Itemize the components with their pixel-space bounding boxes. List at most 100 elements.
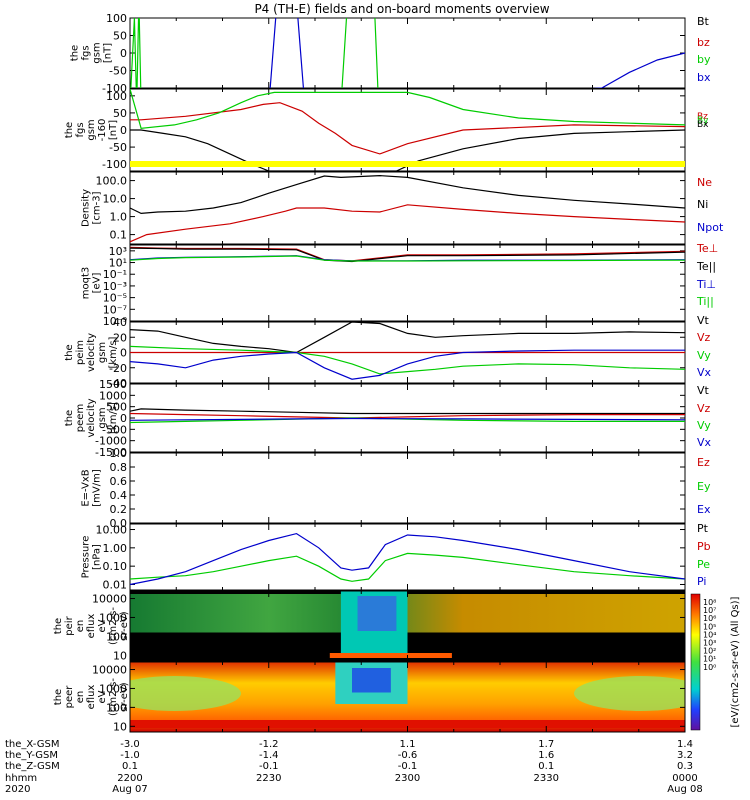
footer-row-label: the_Y-GSM xyxy=(5,750,58,761)
y-axis-label: the fgs gsm [nT] xyxy=(70,42,114,63)
y-label-line: [km/s] xyxy=(108,402,119,434)
figure-title: P4 (TH-E) fields and on-board moments ov… xyxy=(254,2,549,16)
y-tick-label: 0 xyxy=(120,347,127,360)
legend-bx: bx xyxy=(697,71,711,84)
colorbar-tick-label: 10³ xyxy=(703,639,716,648)
footer-value: -1.2 xyxy=(259,739,279,750)
legend-Vt: Vt xyxy=(697,314,710,327)
y-axis-label: Pressure [nPa] xyxy=(81,536,103,579)
y-label-line: [nT] xyxy=(103,43,114,63)
y-tick-label: 10⁻⁹ xyxy=(103,315,127,328)
series-line-Vt xyxy=(130,322,685,354)
y-axis-label: E=-VxB [mV/m] xyxy=(81,469,103,507)
legend-by: by xyxy=(697,53,711,66)
footer-row-label: hhmm xyxy=(5,773,37,784)
y-tick-label: 10³ xyxy=(109,245,127,258)
footer-value: 2200 xyxy=(117,773,142,784)
legend-Vz: Vz xyxy=(697,402,711,415)
y-label-line: en xyxy=(75,620,86,633)
series-group xyxy=(130,408,685,424)
legend-Bz: Bz xyxy=(697,112,708,122)
series-group xyxy=(130,246,685,263)
y-label-line: [cm-3] xyxy=(92,191,103,224)
spectro-core-inner xyxy=(357,596,397,631)
series-line-Vy xyxy=(130,345,685,375)
series-line-Vx xyxy=(130,349,685,380)
y-tick-label: 1.0 xyxy=(110,211,128,224)
footer-value: Aug 08 xyxy=(667,784,702,795)
y-tick-label: 10⁻¹ xyxy=(103,268,127,281)
panel-electric-field: 1.00.80.60.40.20.0 E=-VxB [mV/m] Ez Ey Ex xyxy=(81,447,711,530)
colorbar-tick-label: 10⁷ xyxy=(703,606,716,615)
series-line-Pe xyxy=(130,552,685,582)
y-label-line: Density xyxy=(81,189,92,227)
series-line-Vz xyxy=(130,412,685,419)
y-tick-label: 0.2 xyxy=(110,503,128,516)
y-tick-label: 1.0 xyxy=(110,447,128,460)
y-label-line: the xyxy=(70,45,81,61)
y-label-line: the xyxy=(53,618,64,634)
y-label-line: the xyxy=(64,344,75,360)
legend-Vx: Vx xyxy=(697,366,712,379)
y-tick-label: 50 xyxy=(113,107,127,120)
series-line-By xyxy=(130,89,685,129)
y-label-line: (cm2-s- xyxy=(108,678,119,716)
y-axis-label: the peim velocity gsm [km/s] xyxy=(64,333,119,372)
y-tick-label: 500 xyxy=(106,401,127,414)
legend-Pi: Pi xyxy=(697,575,706,588)
y-label-line: (cm2-s- xyxy=(108,607,119,645)
y-label-line: eV xyxy=(97,690,108,703)
y-tick-label: 100 xyxy=(106,630,127,643)
yellow-status-bar xyxy=(130,161,685,167)
y-label-line: sr-eV) xyxy=(119,611,130,640)
footer-value: -0.1 xyxy=(259,761,279,772)
y-tick-label: 0.10 xyxy=(103,560,128,573)
footer-value: 0000 xyxy=(672,773,697,784)
legend-Vy: Vy xyxy=(697,419,711,432)
y-tick-label: 10.00 xyxy=(96,524,128,537)
legend-bz: bz xyxy=(697,36,710,49)
panel-frame xyxy=(129,523,686,591)
legend-By: By xyxy=(697,116,709,126)
legend-Te⊥: Te⊥ xyxy=(696,242,718,255)
panel-frame xyxy=(129,452,686,524)
panel-frame xyxy=(129,383,686,453)
y-tick-label: 20 xyxy=(113,331,127,344)
colorbar-tick-label: 10⁴ xyxy=(703,630,716,639)
y-tick-label: 10000 xyxy=(92,593,127,606)
footer-value: 1.6 xyxy=(538,750,554,761)
series-line-Ti|| xyxy=(130,255,685,262)
spectro-low xyxy=(329,653,452,658)
y-tick-label: 100 xyxy=(106,12,127,25)
legend-Ni: Ni xyxy=(697,198,708,211)
legend-Vt: Vt xyxy=(697,384,710,397)
y-tick-label: -20 xyxy=(109,362,127,375)
legend-Pe: Pe xyxy=(697,558,710,571)
y-tick-label: 10 xyxy=(113,649,127,662)
legend-Ti⊥: Ti⊥ xyxy=(696,278,716,291)
y-label-line: the xyxy=(53,689,64,705)
legend-Bt: Bt xyxy=(697,15,710,28)
spectro-low-band xyxy=(130,720,685,728)
colorbar-tick-label: 10⁰ xyxy=(703,663,716,672)
series-line-Bx xyxy=(130,129,685,171)
y-label-line: peir xyxy=(64,615,75,635)
series-line-bx xyxy=(269,18,685,88)
y-label-line: [eV] xyxy=(92,273,103,294)
footer-row-label: 2020 xyxy=(5,784,30,795)
footer-value: 2330 xyxy=(534,773,559,784)
y-tick-label: -1500 xyxy=(95,446,127,459)
spectro-blob xyxy=(574,676,685,711)
y-tick-label: 100 xyxy=(106,90,127,103)
panel-frame xyxy=(129,17,686,89)
panel-density: 100.0 10.0 1.0 0.1 Density [cm-3] Ne Ni Npot xyxy=(81,171,724,245)
footer-value: 1.7 xyxy=(538,739,554,750)
y-label-line: sr-eV) xyxy=(119,682,130,711)
y-tick-label: 1000 xyxy=(99,611,127,624)
y-label-line: en xyxy=(75,691,86,704)
series-line-Ne xyxy=(130,204,685,243)
footer-row-label: the_X-GSM xyxy=(5,739,59,750)
